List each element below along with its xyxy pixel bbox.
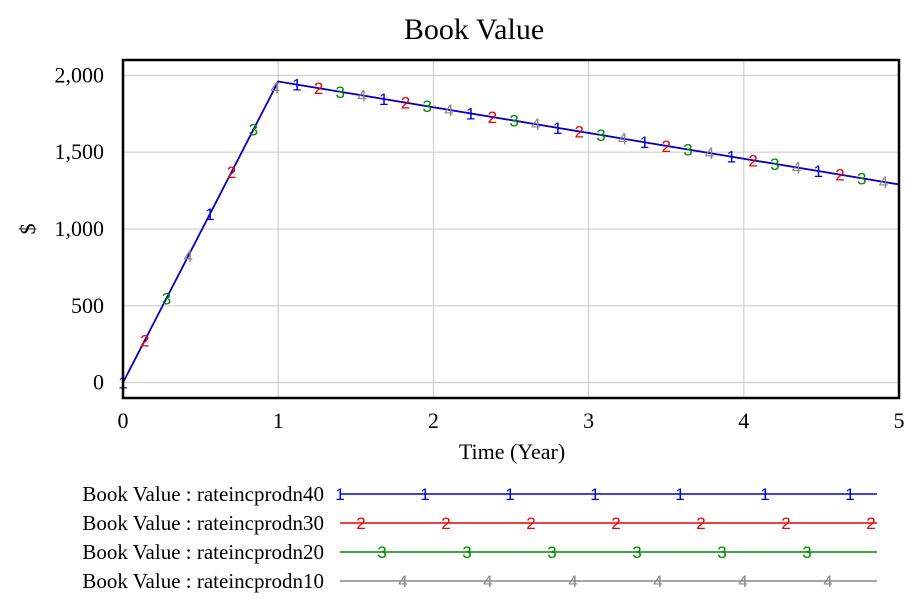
legend-marker: 3 xyxy=(802,543,811,562)
legend-marker: 2 xyxy=(611,514,620,533)
legend-marker: 4 xyxy=(398,572,407,591)
series-marker: 3 xyxy=(249,121,258,140)
y-tick-label: 1,000 xyxy=(55,216,105,241)
x-tick-label: 0 xyxy=(118,408,129,433)
legend-marker: 1 xyxy=(505,485,514,504)
x-tick-label: 2 xyxy=(428,408,439,433)
plot-frame xyxy=(121,58,901,400)
legend-marker: 3 xyxy=(547,543,556,562)
series-marker: 1 xyxy=(640,133,649,152)
series-marker: 2 xyxy=(835,166,844,185)
legend-marker: 1 xyxy=(590,485,599,504)
legend-marker: 2 xyxy=(781,514,790,533)
series-marker: 2 xyxy=(661,137,670,156)
series-marker: 4 xyxy=(705,144,714,163)
series-marker: 2 xyxy=(401,94,410,113)
y-tick-label: 500 xyxy=(71,293,104,318)
legend-marker: 4 xyxy=(738,572,747,591)
x-tick-label: 1 xyxy=(273,408,284,433)
legend-marker: 3 xyxy=(462,543,471,562)
series-marker: 4 xyxy=(792,158,801,177)
series-marker: 4 xyxy=(357,86,366,105)
series-marker: 3 xyxy=(162,289,171,308)
legend-label: Book Value : rateincprodn20 xyxy=(82,540,324,564)
chart-title: Book Value xyxy=(404,13,544,46)
series-marker: 2 xyxy=(748,151,757,170)
x-tick-label: 5 xyxy=(894,408,905,433)
series-marker: 1 xyxy=(814,162,823,181)
series-marker: 2 xyxy=(488,108,497,127)
series-marker: 3 xyxy=(683,140,692,159)
legend-marker: 3 xyxy=(717,543,726,562)
legend-marker: 4 xyxy=(823,572,832,591)
series-marker: 3 xyxy=(336,83,345,102)
y-axis-label: $ xyxy=(15,224,40,235)
series-marker: 1 xyxy=(466,104,475,123)
series-marker: 4 xyxy=(879,173,888,192)
legend-marker: 2 xyxy=(526,514,535,533)
series-marker: 2 xyxy=(575,122,584,141)
series-marker: 3 xyxy=(509,112,518,131)
series-marker: 2 xyxy=(140,331,149,350)
series-marker: 3 xyxy=(596,126,605,145)
series-marker: 4 xyxy=(618,130,627,149)
x-axis-label: Time (Year) xyxy=(459,439,565,464)
legend-marker: 4 xyxy=(653,572,662,591)
series-marker: 1 xyxy=(205,205,214,224)
legend-marker: 1 xyxy=(420,485,429,504)
y-tick-label: 0 xyxy=(93,370,104,395)
legend-label: Book Value : rateincprodn30 xyxy=(82,511,324,535)
legend-marker: 1 xyxy=(760,485,769,504)
legend-marker: 2 xyxy=(441,514,450,533)
legend-marker: 3 xyxy=(377,543,386,562)
series-line xyxy=(122,80,900,384)
series-marker: 3 xyxy=(770,155,779,174)
series-marker: 4 xyxy=(444,101,453,120)
x-axis-ticks: 0 1 2 3 4 5 xyxy=(118,408,905,433)
series-marker: 3 xyxy=(422,97,431,116)
legend-marker: 1 xyxy=(675,485,684,504)
legend-label: Book Value : rateincprodn10 xyxy=(82,569,324,593)
series-marker: 4 xyxy=(531,115,540,134)
y-tick-label: 2,000 xyxy=(55,62,105,87)
series-marker: 4 xyxy=(183,247,192,266)
legend-marker: 2 xyxy=(356,514,365,533)
legend-marker: 4 xyxy=(568,572,577,591)
legend-marker: 1 xyxy=(845,485,854,504)
legend-label: Book Value : rateincprodn40 xyxy=(82,482,324,506)
series-marker: 1 xyxy=(553,119,562,138)
series-marker: 1 xyxy=(292,76,301,95)
legend: Book Value : rateincprodn40 1 1 1 1 1 1 1 Book V… xyxy=(82,482,877,593)
y-tick-label: 1,500 xyxy=(55,139,105,164)
x-tick-label: 4 xyxy=(738,408,749,433)
x-tick-label: 3 xyxy=(583,408,594,433)
legend-marker: 3 xyxy=(632,543,641,562)
grid-lines xyxy=(123,60,899,398)
series-marker: 4 xyxy=(270,79,279,98)
series-marker: 3 xyxy=(857,169,866,188)
legend-marker: 1 xyxy=(335,485,344,504)
series-marker: 2 xyxy=(314,79,323,98)
legend-marker: 2 xyxy=(696,514,705,533)
series-marker: 1 xyxy=(727,148,736,167)
series-marker: 2 xyxy=(227,163,236,182)
series-marker: 1 xyxy=(379,90,388,109)
legend-marker: 2 xyxy=(866,514,875,533)
legend-marker: 4 xyxy=(483,572,492,591)
y-axis-ticks: 0 500 1,000 1,500 2,000 xyxy=(55,62,105,394)
